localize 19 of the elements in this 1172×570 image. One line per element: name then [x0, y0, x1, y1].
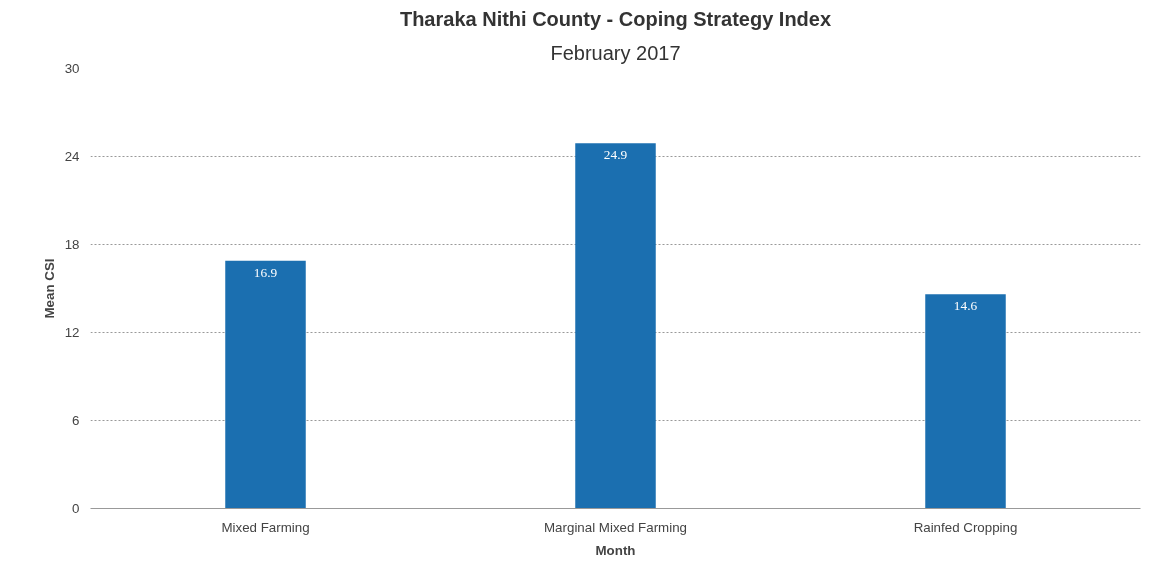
bar: [575, 143, 656, 509]
x-axis-title: Month: [595, 542, 636, 558]
chart-title: Tharaka Nithi County - Coping Strategy Index: [399, 7, 832, 30]
data-label: 14.6: [953, 298, 978, 314]
y-tick-label: 6: [72, 413, 80, 428]
y-tick-label: 30: [64, 61, 80, 76]
bar: [225, 260, 306, 509]
chart-subtitle: February 2017: [550, 41, 681, 64]
x-tick-label: Mixed Farming: [221, 519, 310, 535]
bar: [925, 294, 1006, 509]
y-tick-label: 12: [64, 325, 80, 340]
y-axis-title: Mean CSI: [41, 258, 57, 319]
data-label: 24.9: [603, 147, 628, 163]
y-tick-label: 0: [72, 501, 80, 516]
data-label: 16.9: [253, 264, 278, 280]
x-tick-label: Rainfed Cropping: [913, 519, 1018, 535]
x-tick-label: Marginal Mixed Farming: [544, 519, 687, 535]
y-tick-label: 24: [64, 149, 81, 164]
y-tick-label: 18: [64, 237, 80, 252]
